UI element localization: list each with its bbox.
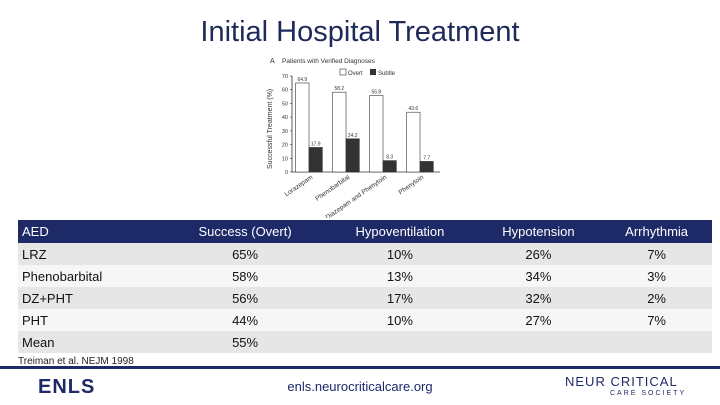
bar-subtle xyxy=(345,138,360,173)
table-cell: 32% xyxy=(475,287,602,309)
table-cell: 2% xyxy=(601,287,712,309)
table-cell: 65% xyxy=(166,243,325,265)
x-tick-label: Phenobarbital xyxy=(314,174,351,203)
y-tick-label: 40 xyxy=(282,115,288,121)
ncs-logo-subtitle: CARE SOCIETY xyxy=(610,390,687,397)
chart-panel-label: A xyxy=(270,58,275,65)
enls-logo: ENLS xyxy=(38,376,95,399)
header-success: Success (Overt) xyxy=(166,220,325,243)
enls-logo-text: ENLS xyxy=(38,376,96,398)
bar-subtle xyxy=(382,160,397,173)
table-cell: DZ+PHT xyxy=(18,287,166,309)
bar-subtle xyxy=(308,147,323,173)
bar-value-label: 24.2 xyxy=(348,133,358,139)
table-cell: Mean xyxy=(18,331,166,353)
table-cell xyxy=(475,331,602,353)
legend-swatch-subtle xyxy=(370,69,376,75)
footer-divider xyxy=(0,366,720,369)
bar-subtle xyxy=(419,161,434,173)
bar-value-label: 58.2 xyxy=(334,86,344,92)
bar-value-label: 17.9 xyxy=(311,141,321,147)
x-tick-label: Lorazepam xyxy=(284,174,315,198)
table-cell: 17% xyxy=(324,287,476,309)
table-cell: 44% xyxy=(166,309,325,331)
x-tick-label: Diazepam and Phenytoin xyxy=(325,174,389,218)
y-tick-label: 20 xyxy=(282,143,288,149)
x-tick-label: Phenytoin xyxy=(397,174,425,197)
table-cell: 7% xyxy=(601,243,712,265)
y-tick-label: 50 xyxy=(282,101,288,107)
table-cell: 10% xyxy=(324,243,476,265)
table-row: DZ+PHT 56% 17% 32% 2% xyxy=(18,287,712,309)
chart-title: Patients with Verified Diagnoses xyxy=(282,58,376,65)
table-cell: 34% xyxy=(475,265,602,287)
table-row: LRZ 65% 10% 26% 7% xyxy=(18,243,712,265)
legend-label-subtle: Subtle xyxy=(378,71,396,77)
bar-value-label: 55.8 xyxy=(371,89,381,95)
header-hypoventilation: Hypoventilation xyxy=(324,220,476,243)
bar-value-label: 8.3 xyxy=(386,155,393,161)
results-table: AED Success (Overt) Hypoventilation Hypo… xyxy=(18,220,712,353)
table-cell: 7% xyxy=(601,309,712,331)
table-cell: 56% xyxy=(166,287,325,309)
bar-overt xyxy=(295,82,310,173)
table-row: PHT 44% 10% 27% 7% xyxy=(18,309,712,331)
table-cell: 58% xyxy=(166,265,325,287)
page-title: Initial Hospital Treatment xyxy=(200,16,520,48)
bar-value-label: 7.7 xyxy=(423,155,430,161)
table-row: Phenobarbital 58% 13% 34% 3% xyxy=(18,265,712,287)
table-cell: LRZ xyxy=(18,243,166,265)
table-cell: 55% xyxy=(166,331,325,353)
table-cell: 27% xyxy=(475,309,602,331)
y-tick-label: 30 xyxy=(282,129,288,135)
table-cell: Phenobarbital xyxy=(18,265,166,287)
table-cell: 10% xyxy=(324,309,476,331)
legend-label-overt: Overt xyxy=(348,71,363,77)
chart-legend: Overt Subtle xyxy=(339,68,396,77)
footer xyxy=(0,366,720,405)
y-tick-label: 0 xyxy=(285,170,288,176)
legend-swatch-overt xyxy=(339,68,347,76)
header-aed: AED xyxy=(18,220,166,243)
ncs-logo: NEUR CRITICAL xyxy=(565,374,678,389)
table-header-row: AED Success (Overt) Hypoventilation Hypo… xyxy=(18,220,712,243)
bar-overt xyxy=(406,111,421,173)
y-tick-label: 10 xyxy=(282,156,288,162)
bar-overt xyxy=(369,95,384,173)
table-cell: PHT xyxy=(18,309,166,331)
bar-overt xyxy=(332,91,347,173)
table-row: Mean 55% xyxy=(18,331,712,353)
bar-value-label: 43.6 xyxy=(408,106,418,112)
y-axis-label: Successful Treatment (%) xyxy=(267,89,274,169)
y-tick-label: 70 xyxy=(282,74,288,80)
table-cell: 13% xyxy=(324,265,476,287)
y-tick-label: 60 xyxy=(282,88,288,94)
table-cell xyxy=(324,331,476,353)
bar-chart: A Patients with Verified Diagnoses Overt… xyxy=(267,58,440,218)
header-arrhythmia: Arrhythmia xyxy=(601,220,712,243)
table-cell: 26% xyxy=(475,243,602,265)
table-cell xyxy=(601,331,712,353)
footer-url[interactable]: enls.neurocriticalcare.org xyxy=(287,379,433,394)
bar-value-label: 64.9 xyxy=(297,77,307,83)
header-hypotension: Hypotension xyxy=(475,220,602,243)
citation: Treiman et al. NEJM 1998 xyxy=(18,356,134,367)
table-cell: 3% xyxy=(601,265,712,287)
